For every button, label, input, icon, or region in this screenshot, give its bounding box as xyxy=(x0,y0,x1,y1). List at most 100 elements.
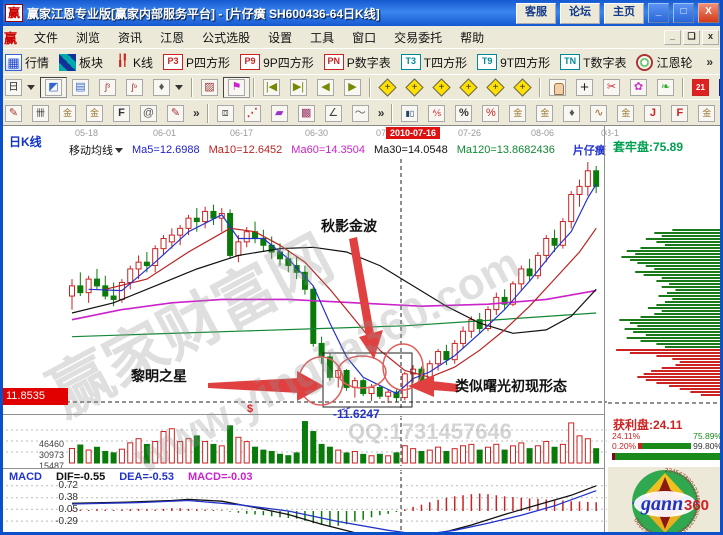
toolbar-overflow-chevron[interactable]: » xyxy=(706,55,713,69)
macd-value: MACD=-0.03 xyxy=(187,471,253,483)
toolbar1-button-P四方形[interactable]: P3 P四方形 xyxy=(158,52,235,73)
macd-chart[interactable] xyxy=(6,470,607,533)
toolbar2-button-dia[interactable] xyxy=(428,77,455,98)
chip-distribution-chart[interactable] xyxy=(608,131,720,409)
toolbar2-button-doc[interactable] xyxy=(67,77,94,98)
toolbar3-button-pct[interactable] xyxy=(450,103,477,124)
menu-item-7[interactable]: 窗口 xyxy=(352,30,377,45)
customer-service-button[interactable]: 客服 xyxy=(516,2,556,24)
toolbar3-button-hatch[interactable] xyxy=(27,103,54,124)
toolbar2-button-cross[interactable] xyxy=(571,77,598,98)
minimize-button[interactable]: _ xyxy=(648,3,669,23)
toolbar-overflow-chevron[interactable]: » xyxy=(193,106,200,120)
blocks-icon xyxy=(59,53,77,71)
toolbar1-button-江恩轮[interactable]: 江恩轮 xyxy=(631,52,697,73)
candlestick-chart[interactable] xyxy=(6,159,607,411)
ma-legend-row: 移动均线 Ma5=12.6988 Ma10=12.6452 Ma60=14.3504… xyxy=(69,142,606,158)
menu-item-5[interactable]: 设置 xyxy=(268,30,293,45)
toolbar3-button-spiral[interactable] xyxy=(135,103,162,124)
toolbar2-button-calendar[interactable] xyxy=(687,77,714,98)
toolbar2-button-calc[interactable] xyxy=(714,77,720,98)
toolbar2-button-wave9[interactable] xyxy=(121,77,148,98)
ma-selector[interactable]: 移动均线 xyxy=(69,142,123,158)
toolbar2-button-dia[interactable] xyxy=(482,77,509,98)
toolbar1-button-行情[interactable]: 行情 xyxy=(3,52,54,73)
toolbar1-button-T四方形[interactable]: T3 T四方形 xyxy=(396,52,472,73)
menu-item-2[interactable]: 资讯 xyxy=(118,30,143,45)
toolbar1-button-板块[interactable]: 板块 xyxy=(54,52,108,73)
toolbar2-button-last[interactable] xyxy=(285,77,312,98)
toolbar2-button-scissors[interactable] xyxy=(598,77,625,98)
volume-chart[interactable] xyxy=(6,416,607,466)
date-tick-07-26: 07-26 xyxy=(458,128,482,138)
toolbar3-button-fl[interactable] xyxy=(666,103,693,124)
toolbar2-button-leaf[interactable] xyxy=(652,77,679,98)
toolbar3-button-pct1[interactable] xyxy=(423,103,450,124)
hatch-icon xyxy=(32,104,49,122)
toolbar3-button-spindle[interactable] xyxy=(558,103,585,124)
toolbar3-button-wavea[interactable] xyxy=(585,103,612,124)
toolbar3-button-golds[interactable] xyxy=(531,103,558,124)
homepage-button[interactable]: 主页 xyxy=(604,2,644,24)
toolbar2-button-period[interactable] xyxy=(3,77,40,98)
toolbar2-button-dia[interactable] xyxy=(455,77,482,98)
toolbar2-button-dia[interactable] xyxy=(401,77,428,98)
forum-button[interactable]: 论坛 xyxy=(560,2,600,24)
toolbar3-button-goldB[interactable] xyxy=(81,103,108,124)
close-button[interactable]: X xyxy=(698,3,719,23)
menu-item-6[interactable]: 工具 xyxy=(310,30,335,45)
maximize-button[interactable]: □ xyxy=(673,3,694,23)
toolbar3-button-goldA[interactable] xyxy=(54,103,81,124)
app-icon: 赢 xyxy=(5,4,23,22)
toolbar1-button-K线[interactable]: K线 xyxy=(108,52,158,73)
toolbar2-button-dia[interactable] xyxy=(509,77,536,98)
toolbar2-button-back[interactable] xyxy=(312,77,339,98)
menu-item-0[interactable]: 文件 xyxy=(34,30,59,45)
toolbar3-button-fan[interactable] xyxy=(239,103,266,124)
pct-b-left: 0.20% xyxy=(612,441,637,451)
toolbar3-button-goldd[interactable] xyxy=(612,103,639,124)
mdi-restore-button[interactable]: ❏ xyxy=(683,29,700,45)
toolbar2-button-first[interactable] xyxy=(258,77,285,98)
toolbar3-button-poly[interactable] xyxy=(266,103,293,124)
toolbar1-button-9P四方形[interactable]: P9 9P四方形 xyxy=(235,52,319,73)
toolbar2-button-clip[interactable] xyxy=(625,77,652,98)
toolbar2-button-dia[interactable] xyxy=(374,77,401,98)
toolbar1-button-9T四方形[interactable]: T9 9T四方形 xyxy=(472,52,555,73)
menu-item-9[interactable]: 帮助 xyxy=(460,30,485,45)
toolbar3-button-goldc[interactable] xyxy=(504,103,531,124)
toolbar1-label: P四方形 xyxy=(186,55,231,70)
toolbar3-button-pen2[interactable] xyxy=(162,103,189,124)
mdi-minimize-button[interactable]: _ xyxy=(664,29,681,45)
toolbar2-button-spindle[interactable] xyxy=(148,77,188,98)
toolbar1-button-T数字表[interactable]: TN T数字表 xyxy=(555,52,631,73)
toolbar3-button-jl[interactable] xyxy=(639,103,666,124)
toolbar2-button-forward[interactable] xyxy=(339,77,366,98)
toolbar1-button-P数字表[interactable]: PN P数字表 xyxy=(319,52,396,73)
date-tick-07: 07 xyxy=(376,128,387,138)
menu-item-3[interactable]: 江恩 xyxy=(160,30,185,45)
target-icon xyxy=(636,53,654,71)
toolbar3-button-angle[interactable] xyxy=(320,103,347,124)
toolbar2-button-pattern[interactable] xyxy=(196,77,223,98)
toolbar3-button-boxsel[interactable] xyxy=(212,103,239,124)
macd-values-row: MACD DIF=-0.55 DEA=-0.53 MACD=-0.03 xyxy=(9,471,252,483)
menu-item-4[interactable]: 公式选股 xyxy=(202,30,251,45)
mdi-close-button[interactable]: x xyxy=(702,29,719,45)
menu-item-8[interactable]: 交易委托 xyxy=(394,30,443,45)
fline-icon xyxy=(113,104,130,122)
toolbar2-button-wave3[interactable] xyxy=(94,77,121,98)
toolbar2-button-zigzag[interactable] xyxy=(40,77,67,98)
toolbar-overflow-chevron[interactable]: » xyxy=(377,106,385,120)
toolbar3-button-pct2[interactable] xyxy=(477,103,504,124)
toolbar3-button-arcline[interactable] xyxy=(347,103,374,124)
toolbar3-button-fline[interactable] xyxy=(108,103,135,124)
toolbar2-button-hand[interactable] xyxy=(544,77,571,98)
toolbar3-button-shade[interactable] xyxy=(293,103,320,124)
menu-item-1[interactable]: 浏览 xyxy=(76,30,101,45)
toolbar3-button-golde[interactable] xyxy=(693,103,720,124)
toolbar3-button-pen[interactable] xyxy=(3,103,27,124)
toolbar2-button-flag[interactable] xyxy=(223,77,250,98)
toolbar3-button-hist[interactable] xyxy=(396,103,423,124)
volume-tick-30973: 30973 xyxy=(38,450,64,460)
